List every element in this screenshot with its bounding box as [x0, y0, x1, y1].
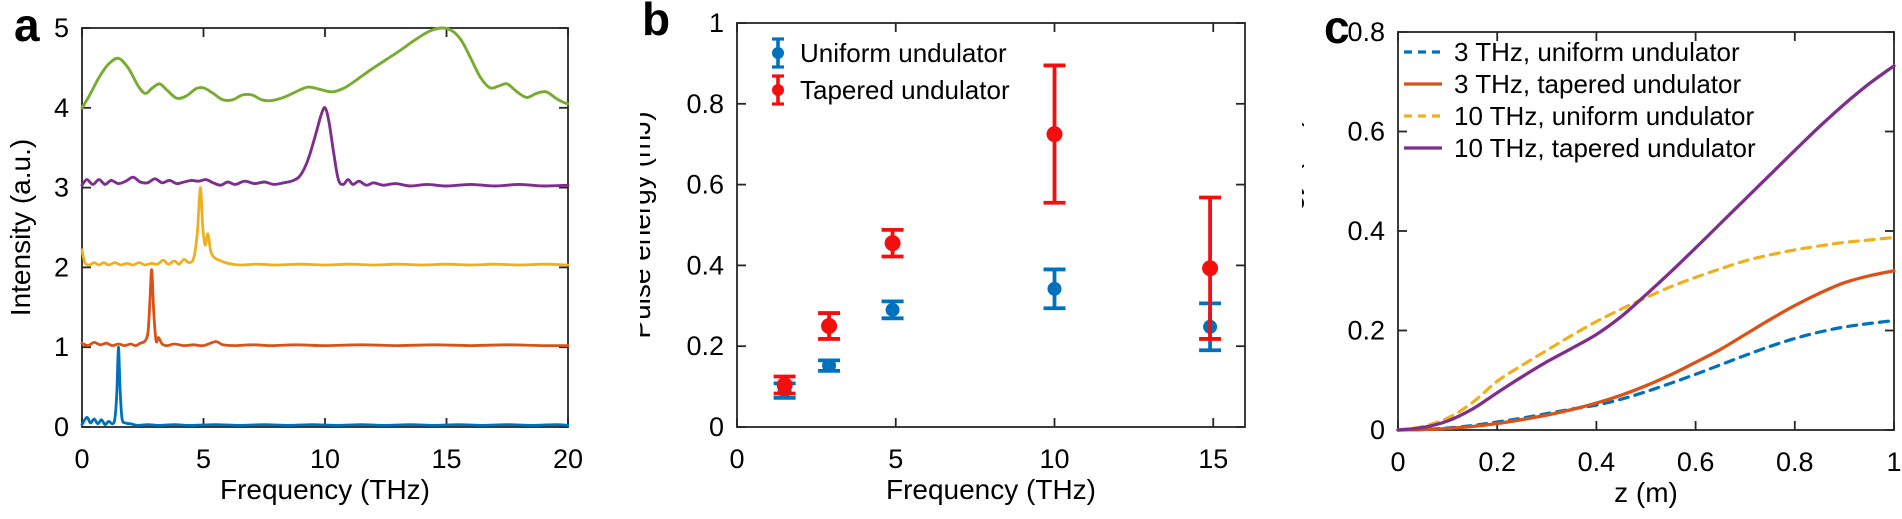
- x-tick-label: 0: [1390, 447, 1405, 477]
- x-tick-label: 10: [310, 444, 340, 474]
- legend-marker: [772, 47, 784, 59]
- y-tick-label: 4: [54, 93, 69, 123]
- data-point: [1047, 281, 1062, 296]
- panel-label-a: a: [14, 0, 40, 51]
- legend-entry-uniform-undulator: Uniform undulator: [772, 37, 1007, 69]
- series-line-spectrum-5-thz: [80, 186, 570, 267]
- x-tick-label: 0.2: [1478, 447, 1516, 477]
- series-line-3-thz-uniform-undulator: [1396, 319, 1896, 432]
- y-tick-label: 0: [54, 412, 69, 442]
- data-point: [1046, 126, 1063, 143]
- series-group: [80, 26, 570, 427]
- series-line-3-thz-tapered-undulator: [1396, 269, 1896, 432]
- series-line-10-thz-tapered-undulator: [1396, 64, 1896, 432]
- y-tick-label: 0: [709, 412, 724, 442]
- x-tick-label: 15: [431, 444, 461, 474]
- series-line-spectrum-10-thz: [80, 106, 570, 188]
- data-point: [776, 376, 793, 393]
- x-axis-label: Frequency (THz): [220, 474, 430, 505]
- panel-label-b: b: [642, 0, 671, 45]
- axes-box: [736, 22, 1246, 428]
- data-point: [884, 235, 901, 252]
- legend-label: 10 THz, uniform undulator: [1454, 101, 1754, 131]
- x-tick-label: 0.4: [1578, 447, 1616, 477]
- series-line-spectrum-1-5-thz: [80, 345, 570, 427]
- data-point: [1202, 260, 1219, 277]
- y-tick-label: 0.8: [686, 89, 724, 119]
- panel-b-pulse-energy-chart: 0 5 10 15 0 0.2 0.4 0.6 0.8 1 Frequency (THz) Pulse…: [640, 8, 1246, 505]
- x-tick-label: 0: [74, 444, 89, 474]
- y-tick-label: 0.6: [686, 170, 724, 200]
- series-line-spectrum-15-thz: [80, 26, 570, 110]
- data-point: [885, 302, 900, 317]
- y-tick-label: 0.2: [686, 331, 724, 361]
- x-tick-label: 10: [1039, 444, 1069, 474]
- legend-entry-10-thz-tapered-undulator: 10 THz, tapered undulator: [1404, 133, 1756, 163]
- series-tapered-undulator: [773, 63, 1222, 396]
- data-point: [821, 318, 838, 334]
- y-tick-label: 0.2: [1347, 316, 1385, 346]
- legend-entry-tapered-undulator: Tapered undulator: [772, 74, 1010, 106]
- legend-label: 10 THz, tapered undulator: [1454, 133, 1756, 163]
- legend-entry-3-thz-tapered-undulator: 3 THz, tapered undulator: [1404, 69, 1741, 99]
- y-tick-label: 3: [54, 173, 69, 203]
- y-tick-label: 0.8: [1347, 17, 1385, 47]
- x-tick-label: 5: [888, 444, 903, 474]
- legend-marker: [772, 84, 784, 96]
- panel-label-c: c: [1324, 1, 1350, 53]
- series-group: [1396, 64, 1896, 432]
- y-tick-label: 1: [709, 8, 724, 38]
- y-tick-label: 0.6: [1347, 117, 1385, 147]
- x-tick-label: 0: [729, 444, 744, 474]
- y-tick-label: 2: [54, 252, 69, 282]
- x-tick-label: 0.8: [1776, 447, 1814, 477]
- legend-entry-3-thz-uniform-undulator: 3 THz, uniform undulator: [1404, 37, 1740, 67]
- panel-a-spectra-chart: 0 5 10 15 20 0 1 2 3 4 5 Frequency (THz) Intensity (…: [5, 13, 583, 505]
- x-tick-label: 15: [1198, 444, 1228, 474]
- series-line-10-thz-uniform-undulator: [1396, 235, 1896, 432]
- x-tick-label: 0.6: [1677, 447, 1715, 477]
- series-line-spectrum-3-thz: [80, 268, 570, 348]
- legend-label: 3 THz, uniform undulator: [1454, 37, 1740, 67]
- legend-label: Tapered undulator: [800, 75, 1010, 105]
- y-axis-label: Pulse energy (mJ): [640, 111, 656, 338]
- series-uniform-undulator: [773, 267, 1222, 400]
- y-tick-label: 0: [1370, 415, 1385, 445]
- x-axis-label: z (m): [1614, 477, 1678, 508]
- y-axis-label: Intensity (a.u.): [5, 139, 36, 316]
- y-tick-label: 0.4: [1347, 216, 1385, 246]
- x-axis-label: Frequency (THz): [886, 474, 1096, 505]
- data-point: [822, 358, 837, 373]
- y-tick-label: 0.4: [686, 250, 724, 280]
- y-tick-label: 5: [54, 13, 69, 43]
- legend-entry-10-thz-uniform-undulator: 10 THz, uniform undulator: [1404, 101, 1754, 131]
- series-group: [773, 63, 1222, 400]
- y-tick-label: 1: [54, 332, 69, 362]
- legend-label: Uniform undulator: [800, 38, 1007, 68]
- y-axis-label: Pulse energy (mJ): [1302, 117, 1304, 344]
- x-tick-label: 20: [553, 444, 583, 474]
- x-tick-label: 5: [196, 444, 211, 474]
- panel-c-growth-chart: 0 0.2 0.4 0.6 0.8 1 0 0.2 0.4 0.6 0.8 z (m) Pulse en…: [1302, 17, 1902, 508]
- legend-label: 3 THz, tapered undulator: [1454, 69, 1741, 99]
- legend: Uniform undulator Tapered undulator: [772, 37, 1010, 106]
- x-tick-label: 1: [1886, 447, 1901, 477]
